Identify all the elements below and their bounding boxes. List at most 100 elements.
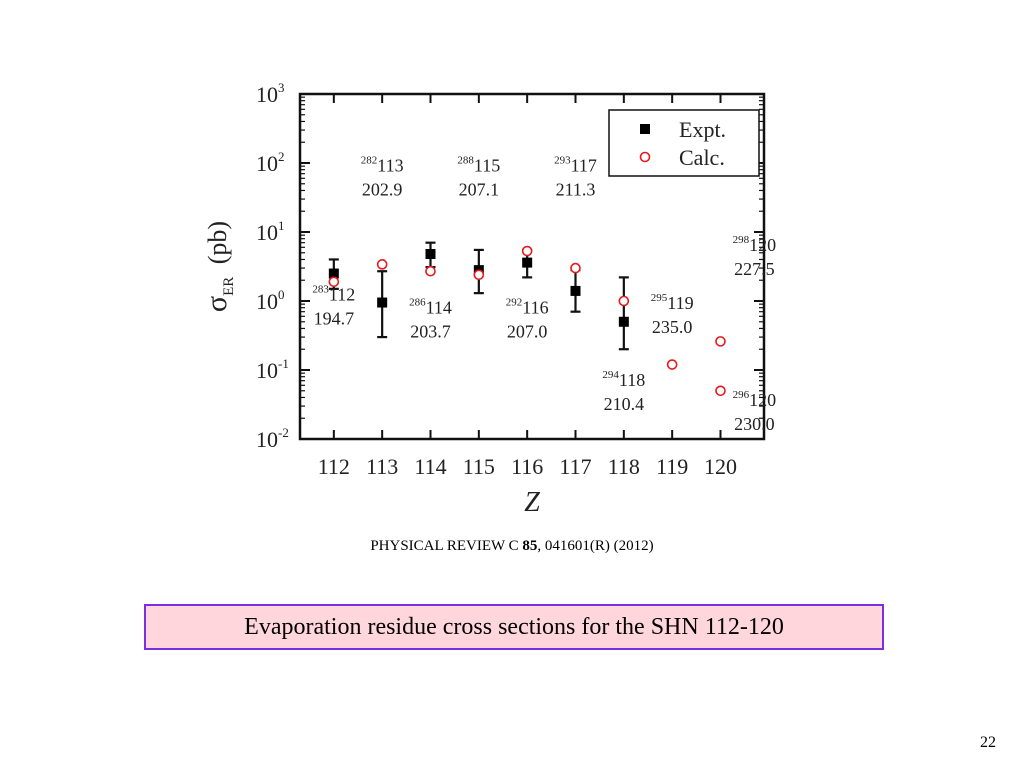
x-axis-title: Z [524, 487, 540, 518]
y-tick-label: 101 [256, 218, 285, 245]
expt-point [618, 316, 629, 327]
expt-point [425, 248, 436, 259]
nucleus-value: 203.7 [410, 321, 451, 341]
nucleus-mass-number: 288 [457, 155, 474, 167]
nucleus-mass-number: 283 [312, 284, 329, 296]
nucleus-mass-number: 294 [602, 369, 619, 381]
nucleus-label: 288115 [457, 155, 500, 176]
legend-marker-expt [640, 124, 650, 134]
x-tick-label: 115 [463, 454, 495, 479]
nucleus-label: 282113 [361, 155, 404, 176]
nucleus-label: 295119 [651, 292, 694, 313]
reference-prefix: PHYSICAL REVIEW C [370, 538, 523, 554]
expt-point [328, 268, 339, 279]
journal-reference: PHYSICAL REVIEW C 85, 041601(R) (2012) [0, 538, 1024, 555]
nucleus-z: 116 [522, 297, 548, 317]
cross-section-chart: 112 113 114 115 116 117 118 119 12010-210-110010… [200, 80, 777, 518]
nucleus-mass-number: 298 [733, 234, 750, 246]
page-number: 22 [980, 734, 996, 751]
y-tick-exponent: 0 [278, 287, 285, 302]
reference-volume: 85 [522, 538, 538, 554]
nucleus-annotation: 293117 211.3 [554, 155, 597, 200]
nucleus-annotation: 288115 207.1 [457, 155, 500, 200]
nucleus-value: 194.7 [314, 309, 355, 329]
reference-suffix: , 041601(R) (2012) [537, 538, 654, 554]
nucleus-annotation: 294118 210.4 [602, 369, 645, 414]
y-axis-title-symbol: σ [200, 296, 233, 312]
y-tick-label: 10-1 [256, 356, 289, 383]
nucleus-value: 211.3 [556, 180, 596, 200]
nucleus-annotation: 298120 227.5 [733, 234, 777, 279]
nucleus-label: 294118 [602, 369, 645, 390]
y-tick-label: 100 [256, 287, 285, 314]
expt-point [570, 285, 581, 296]
nucleus-z: 114 [426, 297, 452, 317]
nucleus-z: 120 [749, 235, 776, 255]
slide-caption: Evaporation residue cross sections for t… [244, 613, 784, 640]
x-tick-label: 120 [704, 454, 737, 479]
y-tick-exponent: -1 [278, 356, 289, 371]
y-axis-title-subscript: ER [221, 277, 237, 296]
expt-point [377, 297, 388, 308]
y-tick-exponent: 3 [278, 80, 285, 95]
nucleus-label: 296120 [733, 389, 777, 410]
nucleus-z: 115 [474, 156, 500, 176]
nucleus-mass-number: 293 [554, 155, 571, 167]
nucleus-label: 286114 [409, 296, 452, 317]
nucleus-mass-number: 296 [733, 389, 750, 401]
legend-marker-calc [639, 151, 651, 163]
y-tick-base: 10 [256, 82, 278, 107]
nucleus-value: 235.0 [652, 317, 693, 337]
nucleus-label: 293117 [554, 155, 597, 176]
y-tick-label: 102 [256, 149, 285, 176]
calc-point [521, 245, 533, 257]
calc-point [666, 359, 678, 370]
nucleus-annotation: 283112 194.7 [312, 284, 355, 329]
nucleus-mass-number: 282 [361, 155, 378, 167]
nucleus-annotation: 296120 230.0 [733, 389, 777, 434]
y-tick-exponent: 2 [278, 149, 285, 164]
nucleus-label: 298120 [733, 234, 777, 255]
nucleus-label: 283112 [312, 284, 355, 305]
y-tick-label: 103 [256, 80, 285, 107]
expt-point [522, 257, 533, 268]
calc-point [473, 269, 485, 281]
nucleus-annotation: 282113 202.9 [361, 155, 404, 200]
slide-caption-box: Evaporation residue cross sections for t… [144, 604, 884, 650]
x-tick-label: 117 [559, 454, 591, 479]
nucleus-z: 118 [619, 370, 645, 390]
nucleus-z: 120 [749, 390, 776, 410]
nucleus-annotation: 286114 203.7 [409, 296, 452, 341]
y-tick-label: 10-2 [256, 425, 289, 452]
calc-point [715, 336, 726, 347]
nucleus-value: 207.1 [459, 180, 500, 200]
legend-label: Expt. [679, 117, 726, 142]
nucleus-annotation: 295119 235.0 [651, 292, 694, 337]
nucleus-z: 112 [329, 285, 355, 305]
nucleus-mass-number: 292 [506, 296, 522, 308]
legend-label: Calc. [679, 145, 725, 170]
nucleus-label: 292116 [506, 296, 549, 317]
calc-point [376, 259, 388, 270]
legend-box [608, 109, 760, 177]
y-tick-base: 10 [256, 151, 278, 176]
calc-point [715, 385, 726, 397]
calc-point [570, 262, 581, 274]
x-tick-label: 114 [414, 454, 446, 479]
calc-point [425, 265, 436, 277]
x-tick-label: 116 [511, 454, 543, 479]
x-tick-label: 119 [656, 454, 688, 479]
nucleus-value: 230.0 [734, 414, 775, 434]
plot-frame [298, 92, 766, 441]
calc-point [328, 276, 340, 288]
y-axis-title: σER (pb) [200, 221, 237, 312]
x-tick-label: 113 [366, 454, 398, 479]
nucleus-annotation: 292116 207.0 [506, 296, 549, 341]
y-tick-base: 10 [256, 427, 278, 452]
y-axis-title-group: σER (pb) [200, 221, 237, 312]
calc-point [618, 295, 630, 307]
nucleus-z: 119 [667, 293, 693, 313]
nucleus-value: 207.0 [507, 321, 547, 341]
y-tick-exponent: 1 [278, 218, 285, 233]
y-tick-base: 10 [256, 289, 278, 314]
